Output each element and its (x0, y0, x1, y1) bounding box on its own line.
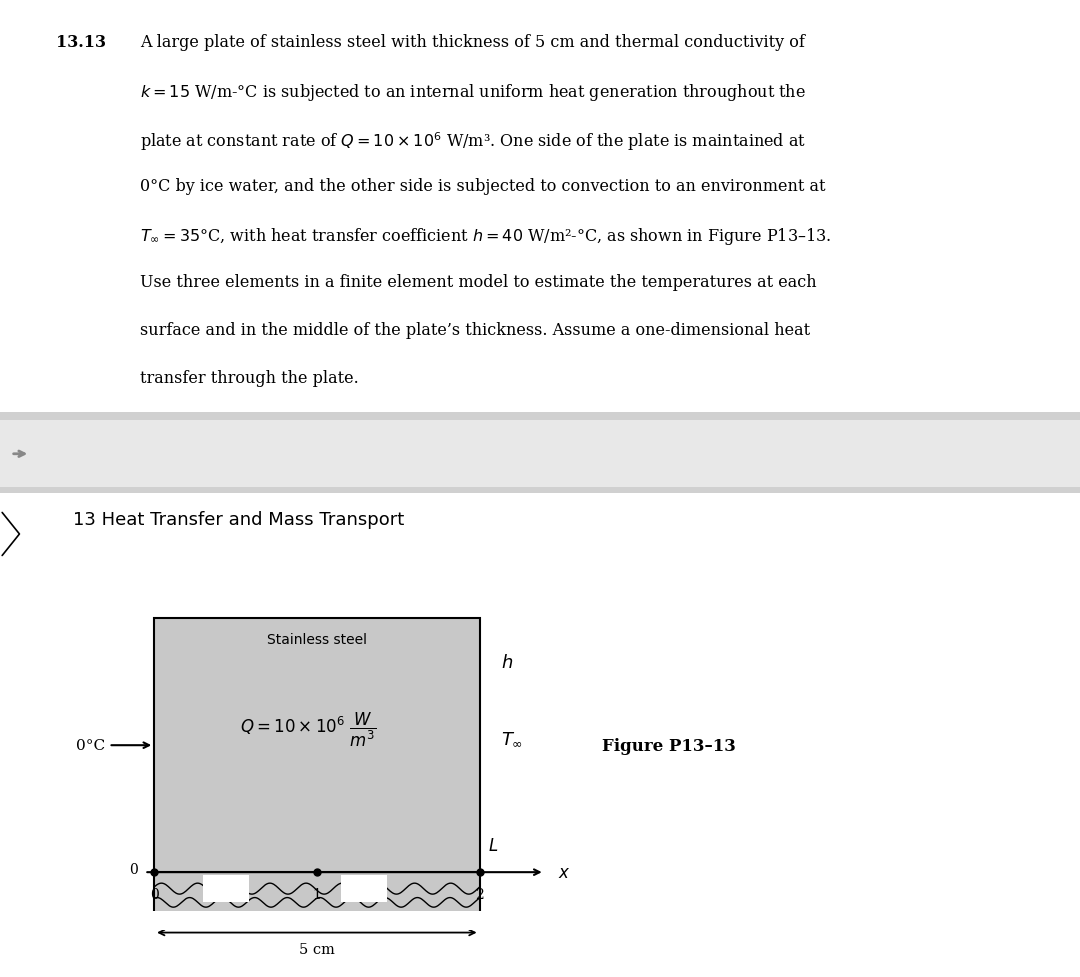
Text: Stainless steel: Stainless steel (267, 632, 367, 647)
Text: 0: 0 (130, 863, 138, 876)
Text: 13 Heat Transfer and Mass Transport: 13 Heat Transfer and Mass Transport (73, 510, 405, 528)
Text: 13.13: 13.13 (56, 34, 106, 51)
Text: $T_\infty = 35$°C, with heat transfer coefficient $h = 40$ W/m²-°C, as shown in : $T_\infty = 35$°C, with heat transfer co… (140, 226, 832, 246)
Text: 0°C: 0°C (77, 739, 106, 752)
Text: $k = 15$ W/m-°C is subjected to an internal uniform heat generation throughout t: $k = 15$ W/m-°C is subjected to an inter… (140, 82, 807, 103)
Bar (203, 875, 248, 903)
Bar (0, 412, 1080, 420)
Bar (154, 872, 480, 920)
Text: 0: 0 (150, 887, 159, 902)
Text: 2: 2 (475, 887, 484, 902)
Bar (138, 911, 496, 930)
Text: $T_\infty$: $T_\infty$ (501, 730, 523, 747)
Bar (0, 488, 1080, 493)
Text: transfer through the plate.: transfer through the plate. (140, 369, 360, 386)
Bar (341, 875, 387, 903)
Text: plate at constant rate of $Q = 10 \times 10^6$ W/m³. One side of the plate is ma: plate at constant rate of $Q = 10 \times… (140, 130, 807, 152)
Text: Use three elements in a finite element model to estimate the temperatures at eac: Use three elements in a finite element m… (140, 274, 818, 290)
Text: surface and in the middle of the plate’s thickness. Assume a one-dimensional hea: surface and in the middle of the plate’s… (140, 321, 810, 338)
Text: Figure P13–13: Figure P13–13 (602, 737, 735, 754)
Bar (154, 618, 480, 872)
Bar (0, 415, 1080, 493)
Text: $h$: $h$ (501, 654, 513, 671)
Text: 5 cm: 5 cm (299, 942, 335, 956)
Text: $x$: $x$ (557, 864, 570, 880)
Text: 0°C by ice water, and the other side is subjected to convection to an environmen: 0°C by ice water, and the other side is … (140, 178, 826, 194)
Text: A large plate of stainless steel with thickness of 5 cm and thermal conductivity: A large plate of stainless steel with th… (140, 34, 806, 51)
Text: $L$: $L$ (488, 837, 498, 855)
Text: 1: 1 (312, 887, 321, 902)
Text: $Q = 10 \times 10^6\ \dfrac{W}{m^3}$: $Q = 10 \times 10^6\ \dfrac{W}{m^3}$ (241, 710, 377, 748)
